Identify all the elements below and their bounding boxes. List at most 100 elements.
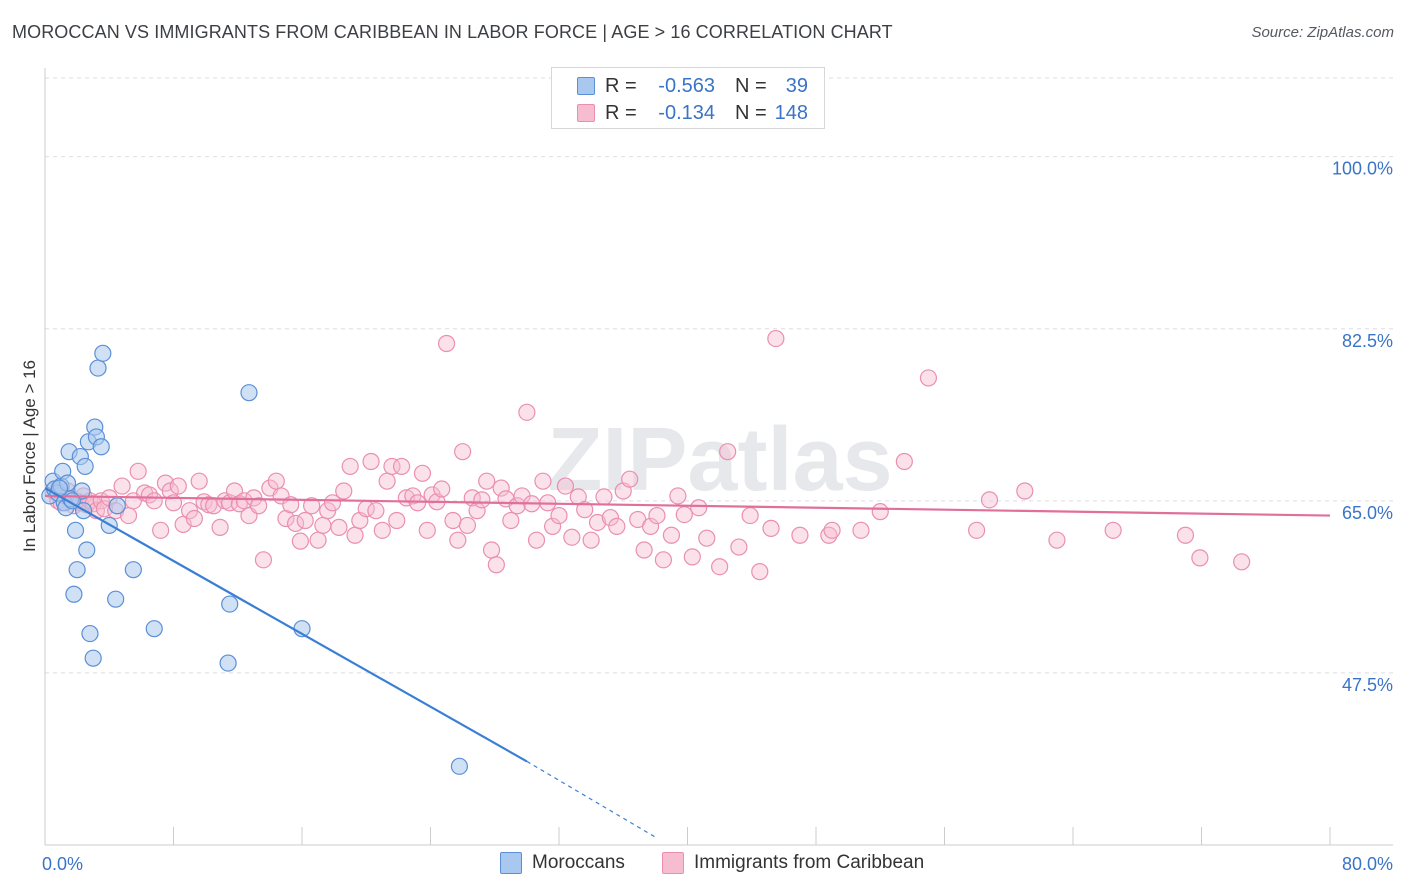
moroccan-point (78, 541, 96, 559)
caribbean-point (669, 487, 687, 505)
caribbean-point (576, 501, 594, 519)
caribbean-point (968, 521, 986, 539)
caribbean-swatch (577, 104, 595, 122)
caribbean-point (296, 511, 314, 530)
caribbean-point (1048, 531, 1066, 549)
caribbean-point (362, 452, 380, 471)
caribbean-point (563, 528, 581, 546)
caribbean-point (267, 472, 285, 490)
legend-r-value: -0.563 (658, 74, 715, 97)
caribbean-point (730, 538, 748, 556)
caribbean-point (698, 529, 716, 547)
caribbean-point (621, 470, 639, 488)
correlation-legend: R = -0.563 N = 39 R = -0.134 N = 148 (551, 67, 825, 129)
legend-r-value: -0.134 (658, 101, 715, 124)
caribbean-point (543, 517, 562, 536)
moroccan-point (145, 620, 163, 638)
moroccan-point (240, 384, 258, 402)
caribbean-point (588, 513, 607, 532)
caribbean-point (458, 516, 477, 535)
caribbean-point (980, 491, 999, 509)
y-tick-label: 100.0% (1332, 159, 1393, 179)
caribbean-point (648, 506, 666, 525)
caribbean-point (373, 521, 391, 539)
moroccan-trend-line (44, 487, 528, 763)
caribbean-point (550, 506, 568, 525)
caribbean-point (444, 511, 462, 530)
legend-label-caribbean: Immigrants from Caribbean (694, 852, 925, 873)
caribbean-point (129, 462, 147, 480)
moroccan-point (124, 561, 142, 579)
moroccans-swatch (500, 852, 522, 874)
moroccan-point (94, 344, 112, 362)
caribbean-point (820, 526, 838, 544)
caribbean-point (309, 531, 327, 549)
y-tick-label: 65.0% (1342, 503, 1393, 523)
caribbean-point (741, 506, 759, 525)
caribbean-point (527, 531, 546, 549)
caribbean-point (185, 509, 203, 528)
caribbean-point (250, 497, 268, 515)
bottom-legend-moroccans: Moroccans (500, 852, 625, 874)
caribbean-point (767, 329, 785, 348)
caribbean-point (823, 521, 841, 539)
moroccan-point (81, 624, 99, 643)
moroccan-point (107, 590, 125, 608)
caribbean-point (211, 518, 229, 536)
caribbean-point (871, 503, 889, 521)
moroccan-trend-extension (526, 760, 656, 838)
legend-r-label: R = (605, 74, 637, 97)
caribbean-point (711, 558, 729, 576)
legend-r-label: R = (605, 101, 637, 124)
caribbean-point (492, 479, 510, 497)
caribbean-point (303, 497, 321, 515)
caribbean-point (601, 508, 620, 527)
caribbean-point (454, 443, 472, 461)
caribbean-point (378, 472, 396, 490)
caribbean-point (330, 518, 348, 536)
caribbean-point (190, 472, 208, 490)
caribbean-point (437, 334, 456, 353)
moroccan-point (65, 585, 83, 603)
caribbean-point (508, 497, 526, 515)
moroccan-point (66, 521, 85, 539)
legend-n-label: N = (735, 74, 767, 97)
moroccan-point (92, 438, 110, 456)
moroccan-point (89, 359, 107, 377)
caribbean-point (254, 551, 273, 569)
tick-label-layer: 47.5% 65.0% 82.5% 100.0% 0.0% 80.0% (42, 159, 1393, 874)
caribbean-point (641, 517, 660, 536)
caribbean-point (762, 519, 780, 537)
caribbean-point (1016, 482, 1034, 500)
x-tick-label: 80.0% (1342, 854, 1393, 874)
moroccans-swatch (577, 77, 595, 95)
caribbean-point (482, 541, 501, 559)
caribbean-point (852, 521, 870, 539)
caribbean-point (582, 531, 600, 549)
legend-row-moroccans: R = -0.563 N = 39 (552, 73, 808, 99)
caribbean-point (690, 499, 708, 517)
y-tick-label: 47.5% (1342, 675, 1393, 695)
x-tick-label: 0.0% (42, 854, 83, 874)
watermark: ZIPatlas (547, 410, 892, 510)
caribbean-point (675, 505, 693, 524)
caribbean-trend-line (44, 494, 1331, 517)
caribbean-point (502, 511, 520, 530)
caribbean-point (791, 526, 809, 544)
caribbean-point (286, 514, 305, 533)
legend-n-value: 148 (774, 101, 808, 124)
caribbean-point (751, 563, 769, 581)
caribbean-point (113, 477, 131, 495)
caribbean-point (654, 551, 673, 569)
legend-row-caribbean: R = -0.134 N = 148 (552, 100, 808, 126)
moroccan-point (68, 561, 86, 579)
caribbean-point (719, 443, 737, 461)
caribbean-point (449, 531, 467, 549)
caribbean-point (341, 457, 359, 476)
legend-n-label: N = (735, 101, 767, 124)
caribbean-point (392, 457, 411, 476)
caribbean-point (683, 548, 701, 566)
caribbean-point (383, 457, 401, 476)
source-label: Source: ZipAtlas.com (1251, 24, 1394, 41)
moroccan-points (41, 344, 469, 775)
